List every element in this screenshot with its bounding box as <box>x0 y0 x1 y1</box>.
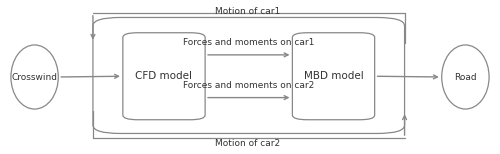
Text: Forces and moments on car2: Forces and moments on car2 <box>183 81 314 90</box>
Ellipse shape <box>11 45 58 109</box>
Text: Road: Road <box>454 73 476 81</box>
Ellipse shape <box>442 45 489 109</box>
Text: Motion of car1: Motion of car1 <box>215 7 280 16</box>
Text: Crosswind: Crosswind <box>12 73 58 81</box>
Text: CFD model: CFD model <box>136 71 192 81</box>
Text: Motion of car2: Motion of car2 <box>215 139 280 148</box>
FancyBboxPatch shape <box>292 33 374 120</box>
FancyBboxPatch shape <box>123 33 205 120</box>
Text: Forces and moments on car1: Forces and moments on car1 <box>183 38 314 47</box>
Text: MBD model: MBD model <box>304 71 364 81</box>
